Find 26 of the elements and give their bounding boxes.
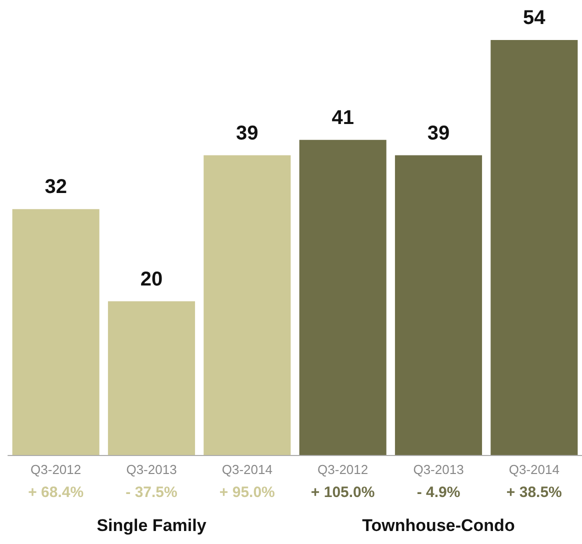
data-label: 39 xyxy=(427,122,450,144)
x-tick-label: Q3-2012 xyxy=(318,462,368,477)
x-tick-label: Q3-2013 xyxy=(126,462,177,477)
text: Townhouse-Condo xyxy=(362,516,515,535)
text: + 105.0% xyxy=(310,484,375,501)
bar xyxy=(204,155,291,455)
bar xyxy=(299,140,386,455)
x-tick-label: Q3-2012 xyxy=(30,462,82,477)
text: - 4.9% xyxy=(416,484,460,501)
text: + 95.0% xyxy=(219,484,275,501)
text: + 68.4% xyxy=(28,484,84,501)
data-label: 41 xyxy=(332,106,354,129)
text: + 38.5% xyxy=(506,484,562,501)
x-tick-label: Q3-2014 xyxy=(222,462,272,477)
bar xyxy=(490,40,578,455)
text: - 37.5% xyxy=(126,484,178,501)
bar xyxy=(108,301,196,455)
data-label: 54 xyxy=(523,7,546,29)
text: Single Family xyxy=(96,516,207,535)
x-tick-label: Q3-2013 xyxy=(413,462,464,477)
data-label: 32 xyxy=(44,176,67,198)
data-label: 39 xyxy=(236,122,258,144)
data-label: 20 xyxy=(140,268,163,290)
bar xyxy=(394,155,482,455)
bar xyxy=(12,209,100,455)
x-tick-label: Q3-2014 xyxy=(508,462,560,477)
